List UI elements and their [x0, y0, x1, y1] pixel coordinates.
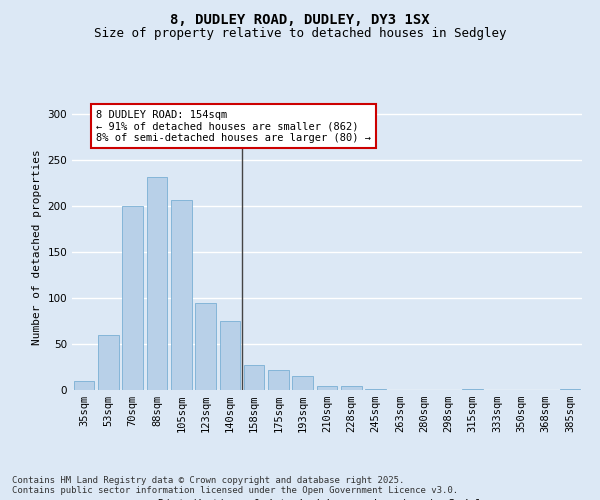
- Bar: [317, 386, 337, 390]
- Bar: [341, 386, 362, 390]
- Bar: [365, 389, 386, 390]
- Bar: [268, 370, 289, 390]
- Bar: [98, 335, 119, 390]
- Bar: [292, 376, 313, 390]
- Bar: [146, 176, 167, 390]
- Bar: [220, 321, 240, 390]
- Text: Size of property relative to detached houses in Sedgley: Size of property relative to detached ho…: [94, 28, 506, 40]
- Bar: [195, 302, 216, 390]
- Bar: [560, 389, 580, 390]
- Bar: [122, 206, 143, 390]
- Text: 8, DUDLEY ROAD, DUDLEY, DY3 1SX: 8, DUDLEY ROAD, DUDLEY, DY3 1SX: [170, 12, 430, 26]
- Bar: [244, 365, 265, 390]
- Y-axis label: Number of detached properties: Number of detached properties: [32, 150, 42, 346]
- Bar: [463, 389, 483, 390]
- Text: 8 DUDLEY ROAD: 154sqm
← 91% of detached houses are smaller (862)
8% of semi-deta: 8 DUDLEY ROAD: 154sqm ← 91% of detached …: [96, 110, 371, 143]
- Text: Contains HM Land Registry data © Crown copyright and database right 2025.
Contai: Contains HM Land Registry data © Crown c…: [12, 476, 458, 495]
- Bar: [74, 381, 94, 390]
- X-axis label: Distribution of detached houses by size in Sedgley: Distribution of detached houses by size …: [158, 499, 496, 500]
- Bar: [171, 200, 191, 390]
